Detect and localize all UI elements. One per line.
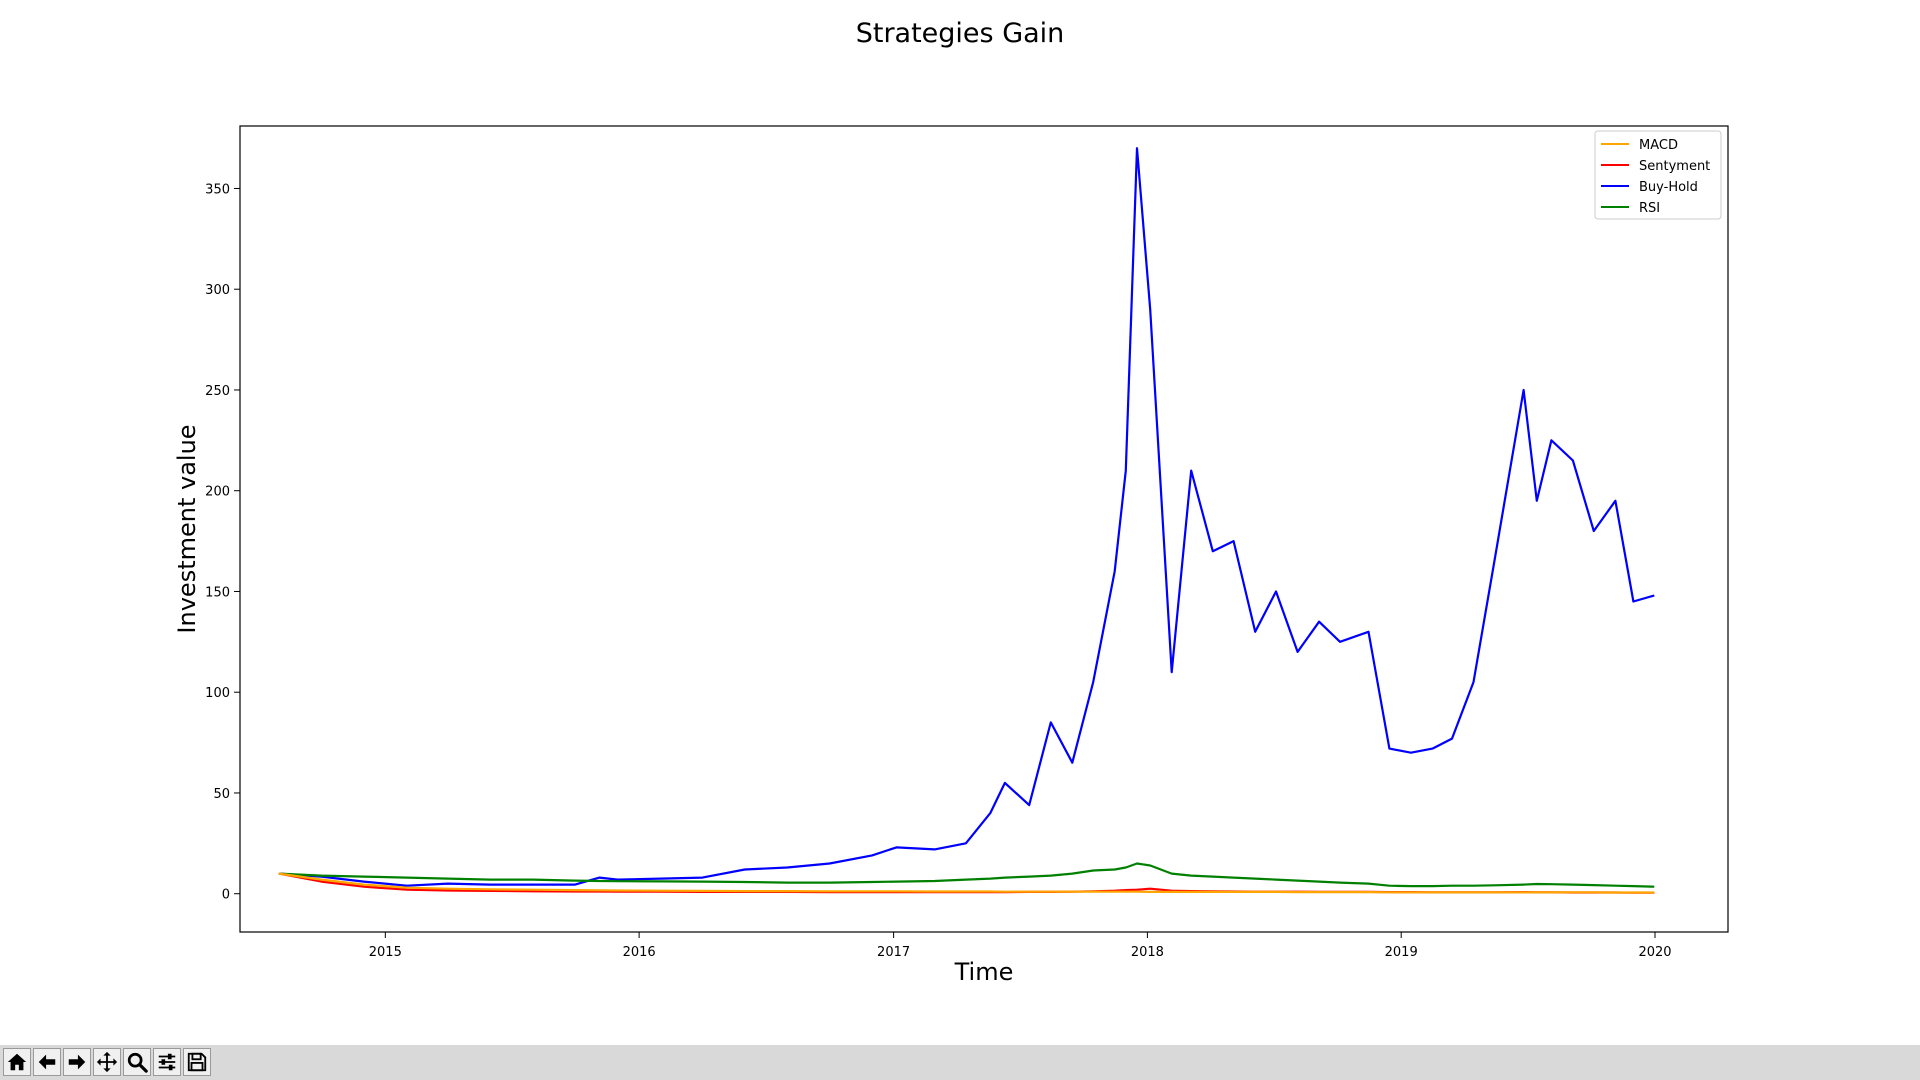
x-axis-label: Time <box>954 958 1014 986</box>
forward-button[interactable] <box>63 1048 91 1076</box>
x-tick-label: 2018 <box>1131 945 1164 960</box>
series-line-rsi <box>278 862 1655 888</box>
y-tick-label: 250 <box>205 384 230 399</box>
y-tick-label: 150 <box>205 585 230 600</box>
home-icon <box>7 1053 27 1071</box>
y-tick-label: 0 <box>222 888 230 903</box>
x-tick-label: 2017 <box>877 945 910 960</box>
y-tick-label: 100 <box>205 686 230 701</box>
plot-frame <box>239 125 1729 933</box>
legend-label: MACD <box>1639 138 1678 153</box>
series-line-macd <box>278 872 1655 894</box>
figure-canvas: Strategies Gain 2015 2016 2017 2018 2019 2020… <box>173 18 1729 986</box>
zoom-button[interactable] <box>123 1048 151 1076</box>
plot-area <box>240 126 1728 932</box>
legend-label: Buy-Hold <box>1639 180 1698 195</box>
pan-button[interactable] <box>93 1048 121 1076</box>
legend-box <box>1594 130 1722 220</box>
pan-icon <box>96 1051 118 1073</box>
chart-title: Strategies Gain <box>856 18 1065 49</box>
legend: MACD Sentyment Buy-Hold RSI <box>1594 130 1722 220</box>
x-tick-label: 2019 <box>1385 945 1418 960</box>
y-tick-label: 50 <box>213 787 230 802</box>
save-icon <box>187 1052 207 1072</box>
y-axis-label: Investment value <box>173 424 201 633</box>
legend-label: RSI <box>1639 201 1660 216</box>
y-axis: 0 50 100 150 200 250 300 350 <box>205 182 240 903</box>
configure-subplots-button[interactable] <box>153 1048 181 1076</box>
x-axis: 2015 2016 2017 2018 2019 2020 <box>369 932 1672 960</box>
y-tick-label: 300 <box>205 283 230 298</box>
x-tick-label: 2015 <box>369 945 402 960</box>
y-tick-label: 200 <box>205 485 230 500</box>
y-tick-label: 350 <box>205 182 230 197</box>
legend-label: Sentyment <box>1639 159 1710 174</box>
navigation-toolbar <box>0 1045 1920 1080</box>
x-tick-label: 2020 <box>1638 945 1671 960</box>
save-button[interactable] <box>183 1048 211 1076</box>
configure-subplots-icon <box>158 1053 176 1071</box>
back-button[interactable] <box>33 1048 61 1076</box>
back-arrow-icon <box>38 1054 56 1070</box>
forward-arrow-icon <box>68 1054 86 1070</box>
zoom-icon <box>127 1052 148 1073</box>
home-button[interactable] <box>3 1048 31 1076</box>
series-line-buy-hold <box>278 147 1655 887</box>
series-layer <box>278 147 1655 894</box>
x-tick-label: 2016 <box>623 945 656 960</box>
